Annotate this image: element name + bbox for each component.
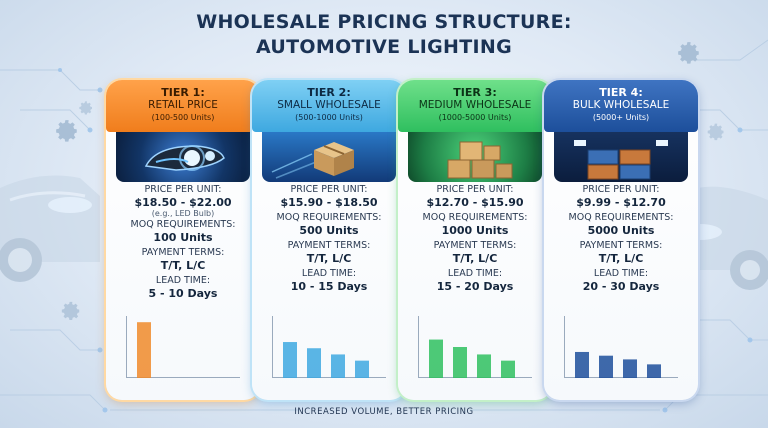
- mini-bar-chart: [564, 316, 678, 378]
- gear-icon: [678, 42, 699, 64]
- moq-label: MOQ REQUIREMENTS:: [276, 212, 382, 223]
- tier-card-4: TIER 4: BULK WHOLESALE (5000+ Units) PRI…: [544, 80, 698, 400]
- tier-card-2: TIER 2: SMALL WHOLESALE (500-1000 Units)…: [252, 80, 406, 400]
- payment-label: PAYMENT TERMS:: [433, 240, 517, 251]
- tier-name: SMALL WHOLESALE: [277, 99, 381, 111]
- title-line-2: AUTOMOTIVE LIGHTING: [256, 36, 512, 58]
- chart-bar: [307, 348, 321, 378]
- price-label: PRICE PER UNIT:: [582, 184, 660, 195]
- chart-bar: [647, 364, 661, 378]
- moq-label: MOQ REQUIREMENTS:: [422, 212, 528, 223]
- chart-bar: [429, 339, 443, 378]
- tier-name: BULK WHOLESALE: [572, 99, 670, 111]
- tier-label: TIER 3:: [453, 86, 497, 99]
- chart-bar: [355, 360, 369, 378]
- tier-details: PRICE PER UNIT: $15.90 - $18.50 MOQ REQU…: [252, 184, 406, 293]
- tier-header: TIER 2: SMALL WHOLESALE (500-1000 Units): [252, 80, 406, 132]
- price-value: $15.90 - $18.50: [280, 196, 378, 209]
- mini-bar-chart: [272, 316, 386, 378]
- tier-header: TIER 3: MEDIUM WHOLESALE (1000-5000 Unit…: [398, 80, 552, 132]
- payment-value: T/T, L/C: [306, 252, 352, 265]
- chart-bar: [137, 322, 151, 378]
- price-label: PRICE PER UNIT:: [290, 184, 368, 195]
- moq-value: 1000 Units: [441, 224, 509, 237]
- tier-range: (1000-5000 Units): [438, 113, 512, 122]
- tier-label: TIER 2:: [307, 86, 351, 99]
- tier-label: TIER 4:: [599, 86, 643, 99]
- payment-label: PAYMENT TERMS:: [141, 247, 225, 258]
- tier-range: (100-500 Units): [151, 113, 215, 122]
- tier-range: (5000+ Units): [592, 113, 650, 122]
- gear-icon: [56, 120, 77, 142]
- boxes-icon: [408, 132, 542, 182]
- payment-label: PAYMENT TERMS:: [579, 240, 663, 251]
- page-title: WHOLESALE PRICING STRUCTURE: AUTOMOTIVE …: [0, 10, 768, 60]
- lead-time-label: LEAD TIME:: [301, 268, 357, 279]
- price-value: $12.70 - $15.90: [426, 196, 524, 209]
- chart-bar: [283, 342, 297, 378]
- payment-value: T/T, L/C: [452, 252, 498, 265]
- box-icon: [262, 132, 396, 182]
- tier-details: PRICE PER UNIT: $18.50 - $22.00 (e.g., L…: [106, 184, 260, 300]
- headlight-icon: [116, 132, 250, 182]
- chart-bar: [599, 355, 613, 378]
- lead-time-value: 15 - 20 Days: [436, 280, 514, 293]
- lead-time-label: LEAD TIME:: [593, 268, 649, 279]
- moq-value: 100 Units: [153, 231, 213, 244]
- payment-label: PAYMENT TERMS:: [287, 240, 371, 251]
- mini-bar-chart: [126, 316, 240, 378]
- tier-header: TIER 4: BULK WHOLESALE (5000+ Units): [544, 80, 698, 132]
- container-icon: [554, 132, 688, 182]
- gear-icon: [707, 123, 724, 141]
- price-note: (e.g., LED Bulb): [151, 209, 215, 218]
- lead-time-value: 10 - 15 Days: [290, 280, 368, 293]
- chart-bar: [453, 347, 467, 378]
- tier-details: PRICE PER UNIT: $12.70 - $15.90 MOQ REQU…: [398, 184, 552, 293]
- tier-label: TIER 1:: [161, 86, 205, 99]
- gear-icon: [61, 301, 80, 320]
- tier-name: MEDIUM WHOLESALE: [418, 99, 532, 111]
- tier-range: (500-1000 Units): [295, 113, 363, 122]
- moq-value: 500 Units: [299, 224, 359, 237]
- lead-time-label: LEAD TIME:: [155, 275, 211, 286]
- title-line-1: WHOLESALE PRICING STRUCTURE:: [196, 11, 572, 33]
- price-label: PRICE PER UNIT:: [436, 184, 514, 195]
- tier-header: TIER 1: RETAIL PRICE (100-500 Units): [106, 80, 260, 132]
- payment-value: T/T, L/C: [598, 252, 644, 265]
- chart-bar: [623, 359, 637, 378]
- chart-bar: [477, 354, 491, 378]
- price-label: PRICE PER UNIT:: [144, 184, 222, 195]
- moq-value: 5000 Units: [587, 224, 655, 237]
- lead-time-label: LEAD TIME:: [447, 268, 503, 279]
- tier-card-1: TIER 1: RETAIL PRICE (100-500 Units) PRI…: [106, 80, 260, 400]
- price-value: $9.99 - $12.70: [576, 196, 666, 209]
- chart-bar: [575, 351, 589, 378]
- lead-time-value: 5 - 10 Days: [148, 287, 218, 300]
- moq-label: MOQ REQUIREMENTS:: [130, 219, 236, 230]
- tier-details: PRICE PER UNIT: $9.99 - $12.70 MOQ REQUI…: [544, 184, 698, 293]
- moq-label: MOQ REQUIREMENTS:: [568, 212, 674, 223]
- gear-icon: [79, 101, 92, 115]
- tier-card-3: TIER 3: MEDIUM WHOLESALE (1000-5000 Unit…: [398, 80, 552, 400]
- chart-bar: [331, 354, 345, 378]
- car-icon: [0, 175, 100, 282]
- lead-time-value: 20 - 30 Days: [582, 280, 660, 293]
- footer-caption: INCREASED VOLUME, BETTER PRICING: [294, 407, 474, 417]
- chart-bar: [501, 360, 515, 378]
- mini-bar-chart: [418, 316, 532, 378]
- price-value: $18.50 - $22.00: [134, 196, 232, 209]
- payment-value: T/T, L/C: [160, 259, 206, 272]
- tier-name: RETAIL PRICE: [148, 99, 218, 111]
